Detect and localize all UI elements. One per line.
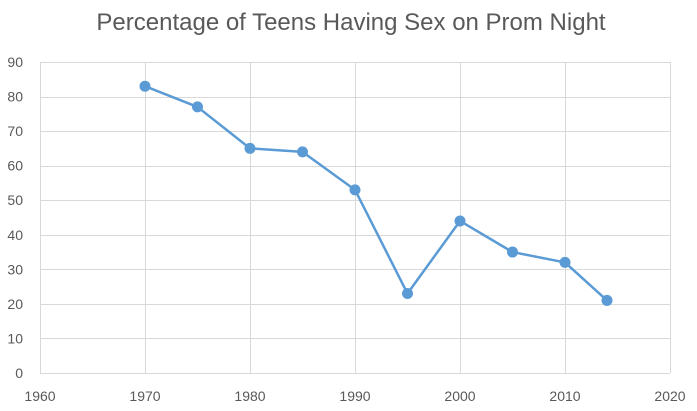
y-tick-label: 0 [15, 365, 23, 381]
y-tick-label: 90 [7, 54, 23, 70]
series-line [144, 85, 608, 302]
x-tick-label: 1990 [339, 388, 370, 404]
x-tick-label: 2020 [654, 388, 685, 404]
data-point [349, 184, 361, 196]
axis-tick-labels: 0 10 20 30 40 50 60 70 80 90 1960 1970 1980 1990 2000 2… [7, 54, 685, 404]
y-tick-label: 80 [7, 89, 23, 105]
data-point [601, 294, 613, 306]
data-point [402, 288, 413, 300]
y-tick-label: 10 [7, 330, 23, 346]
x-tick-label: 1960 [24, 388, 55, 404]
series-layer [139, 80, 613, 306]
x-tick-label: 1980 [234, 388, 265, 404]
data-point [244, 142, 256, 154]
data-point [139, 80, 151, 92]
data-point [192, 101, 203, 113]
y-tick-label: 50 [7, 192, 23, 208]
y-tick-label: 60 [7, 158, 23, 174]
data-point [297, 146, 308, 158]
grid [40, 62, 671, 374]
x-tick-label: 2000 [444, 388, 475, 404]
y-tick-label: 30 [7, 261, 23, 277]
data-point [559, 256, 571, 268]
y-tick-label: 40 [7, 227, 23, 243]
data-point [454, 215, 466, 227]
y-tick-label: 70 [7, 123, 23, 139]
x-tick-label: 1970 [129, 388, 160, 404]
data-point [507, 246, 518, 258]
x-tick-label: 2010 [549, 388, 580, 404]
chart-title: Percentage of Teens Having Sex on Prom N… [96, 9, 606, 36]
y-tick-label: 20 [7, 296, 23, 312]
